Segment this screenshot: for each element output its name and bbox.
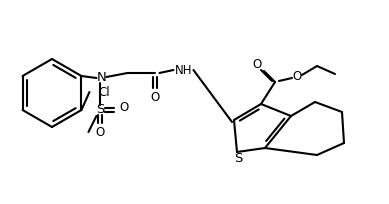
Text: N: N	[96, 71, 106, 84]
Text: O: O	[120, 102, 129, 114]
Text: O: O	[151, 92, 160, 104]
Text: O: O	[252, 58, 262, 71]
Text: S: S	[96, 103, 105, 116]
Text: NH: NH	[175, 63, 192, 76]
Text: O: O	[293, 70, 301, 82]
Text: Cl: Cl	[98, 85, 110, 99]
Text: S: S	[234, 153, 242, 165]
Text: O: O	[96, 126, 105, 140]
